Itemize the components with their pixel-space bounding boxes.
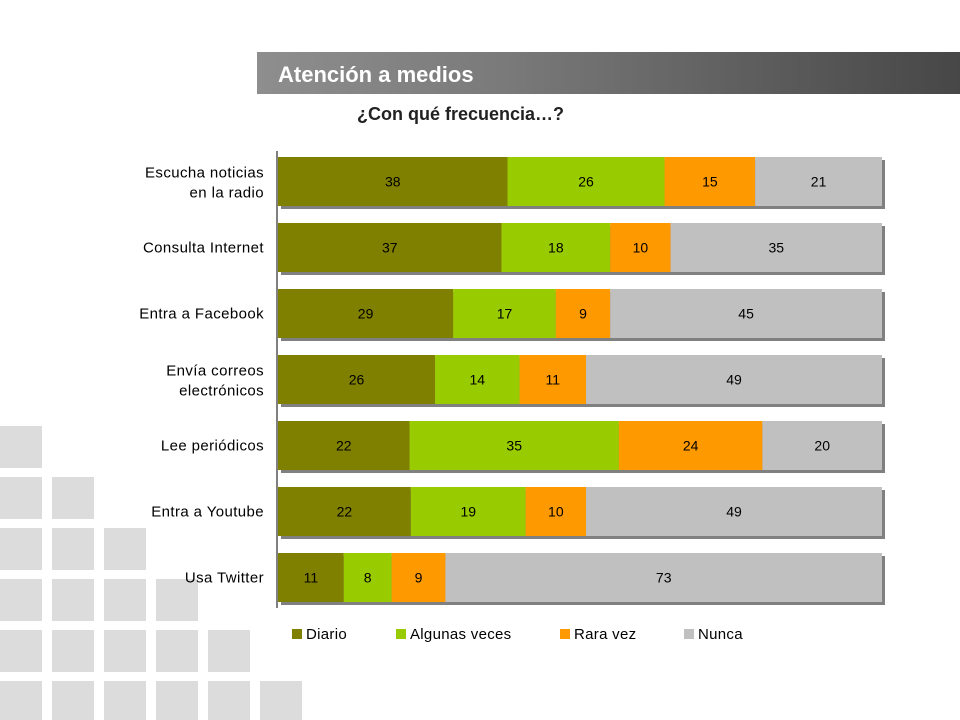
category-label: Entra a Youtube — [151, 504, 264, 521]
legend-label: Algunas veces — [410, 626, 511, 643]
data-label: 8 — [364, 570, 372, 586]
bar-segment-rara-vez — [618, 421, 763, 470]
bar-segment-rara-vez — [664, 157, 756, 206]
chart-subtitle: ¿Con qué frecuencia…? — [357, 104, 565, 124]
bar-segment-algunas-veces — [453, 289, 556, 338]
data-label: 24 — [683, 438, 699, 454]
data-label: 38 — [385, 174, 401, 190]
data-label: 35 — [769, 240, 785, 256]
bar-segment-nunca — [755, 157, 882, 206]
data-label: 26 — [349, 372, 365, 388]
category-label: electrónicos — [179, 383, 264, 400]
legend-swatch-rara-vez — [560, 629, 570, 639]
decorative-square-grid — [0, 426, 302, 720]
data-label: 11 — [304, 570, 319, 586]
page-title: Atención a medios — [278, 62, 474, 87]
data-label: 21 — [811, 174, 827, 190]
bar-segment-diario — [278, 157, 508, 206]
bar-segment-diario — [278, 553, 344, 602]
data-label: 49 — [726, 372, 742, 388]
bar-segment-nunca — [445, 553, 882, 602]
data-label: 29 — [358, 306, 374, 322]
bar-segment-algunas-veces — [343, 553, 392, 602]
data-label: 73 — [656, 570, 672, 586]
bar-segment-algunas-veces — [507, 157, 665, 206]
title-banner — [257, 52, 960, 94]
bar-segment-rara-vez — [391, 553, 446, 602]
bar-segment-nunca — [586, 487, 882, 536]
data-label: 9 — [415, 570, 423, 586]
category-label: Usa Twitter — [185, 570, 264, 587]
bar-segment-diario — [278, 421, 410, 470]
bar-segment-diario — [278, 289, 454, 338]
data-label: 19 — [460, 504, 476, 520]
category-label: Lee periódicos — [161, 438, 264, 455]
bar-segment-rara-vez — [519, 355, 587, 404]
data-label: 10 — [548, 504, 564, 520]
bar-segment-algunas-veces — [409, 421, 619, 470]
category-label: Consulta Internet — [143, 240, 264, 257]
data-label: 37 — [382, 240, 398, 256]
legend-label: Diario — [306, 626, 347, 643]
data-label: 26 — [578, 174, 594, 190]
data-label: 22 — [336, 438, 352, 454]
bar-segment-diario — [278, 355, 436, 404]
data-label: 15 — [702, 174, 718, 190]
category-label: Escucha noticias — [145, 165, 264, 182]
bar-segment-rara-vez — [610, 223, 671, 272]
bar-segment-nunca — [670, 223, 882, 272]
data-label: 22 — [337, 504, 353, 520]
bar-segment-diario — [278, 487, 411, 536]
bar-segment-rara-vez — [525, 487, 587, 536]
bar-segment-algunas-veces — [435, 355, 520, 404]
category-label: Entra a Facebook — [139, 306, 264, 323]
bar-segment-diario — [278, 223, 502, 272]
data-label: 17 — [497, 306, 513, 322]
bar-segment-rara-vez — [555, 289, 611, 338]
legend-label: Nunca — [698, 626, 743, 643]
bar-segment-nunca — [610, 289, 882, 338]
bar-segment-algunas-veces — [501, 223, 611, 272]
legend-swatch-algunas-veces — [396, 629, 406, 639]
data-label: 9 — [579, 306, 587, 322]
data-label: 11 — [546, 372, 561, 388]
data-label: 20 — [814, 438, 830, 454]
data-label: 35 — [506, 438, 522, 454]
category-label: Envía correos — [166, 363, 264, 380]
legend-swatch-diario — [292, 629, 302, 639]
legend-swatch-nunca — [684, 629, 694, 639]
data-label: 14 — [470, 372, 486, 388]
data-label: 45 — [738, 306, 754, 322]
category-label: en la radio — [190, 185, 264, 202]
legend-label: Rara vez — [574, 626, 636, 643]
bar-segment-algunas-veces — [410, 487, 526, 536]
data-label: 10 — [633, 240, 649, 256]
bar-segment-nunca — [586, 355, 882, 404]
data-label: 49 — [726, 504, 742, 520]
data-label: 18 — [548, 240, 564, 256]
bar-segment-nunca — [762, 421, 882, 470]
